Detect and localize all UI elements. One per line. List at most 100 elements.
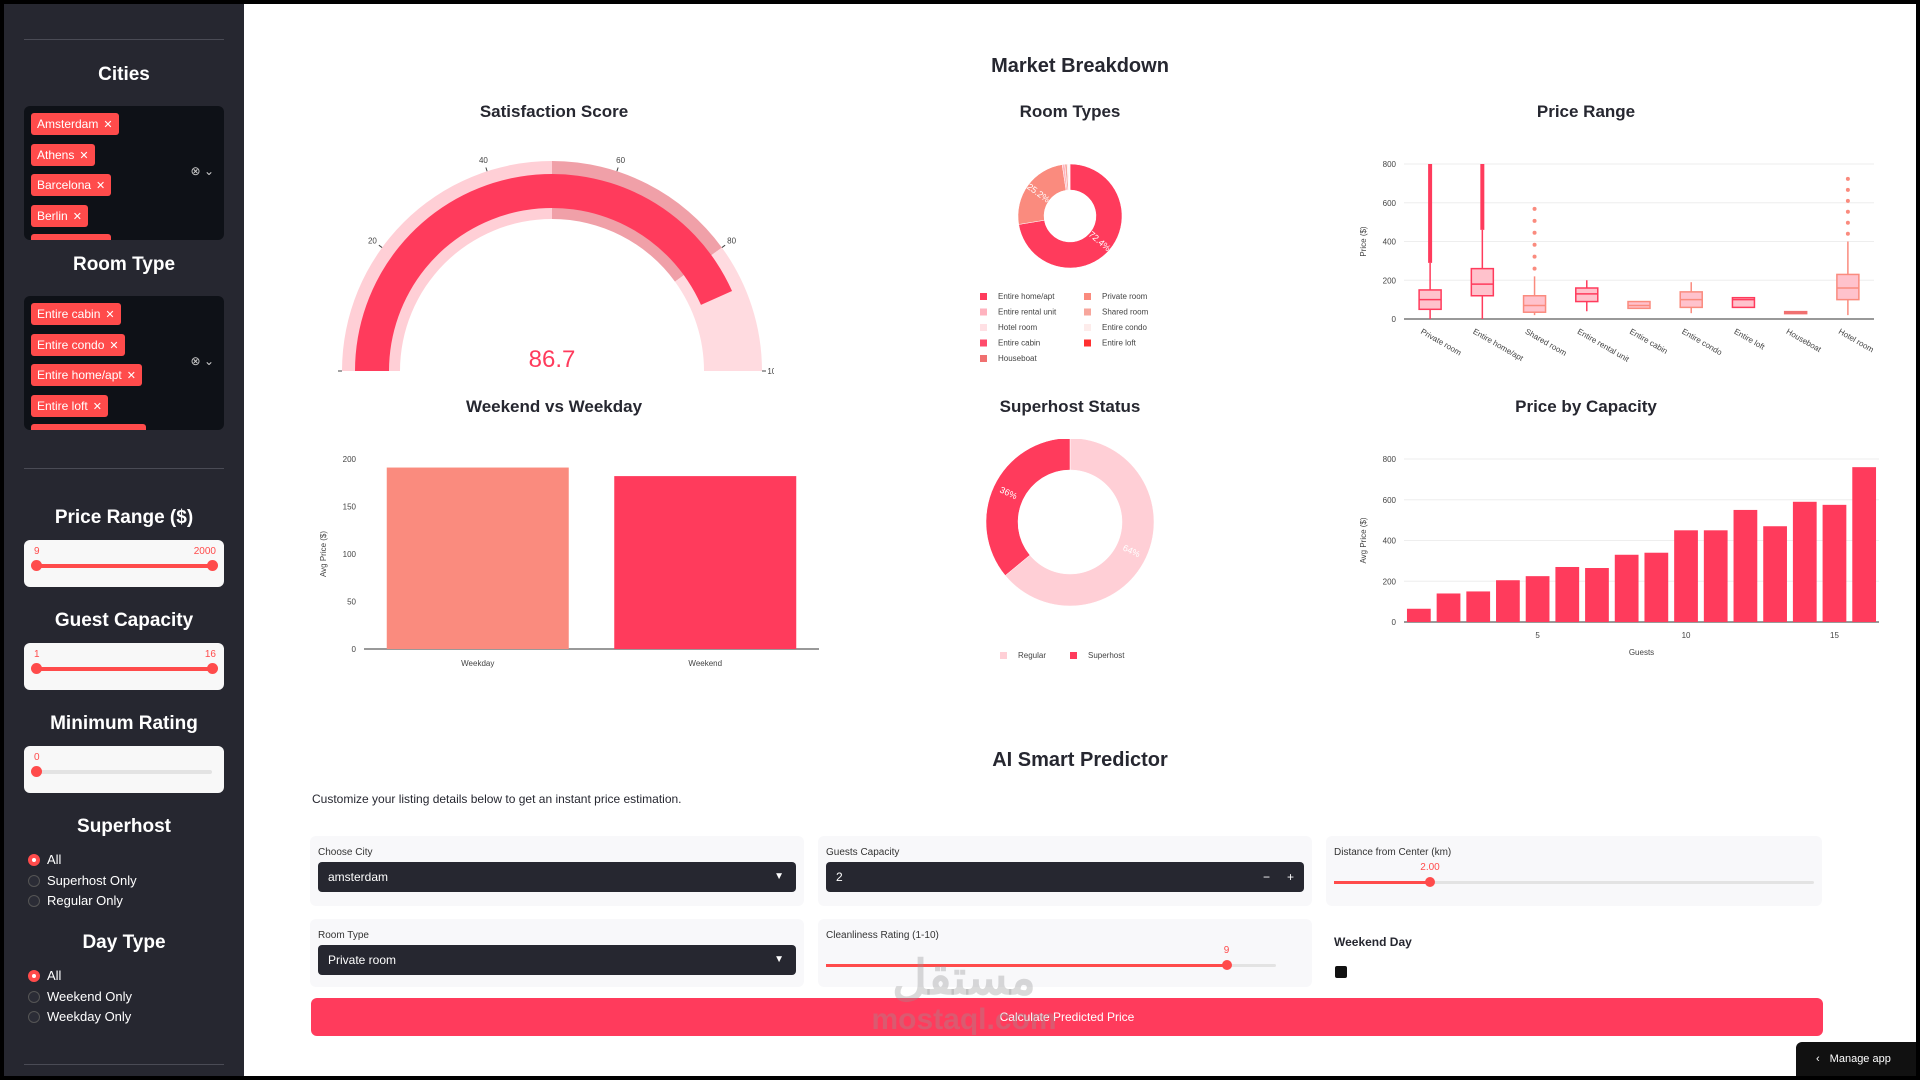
bar	[1496, 580, 1520, 622]
cities-multiselect[interactable]: Amsterdam ✕ Athens ✕ Barcelona ✕ Berlin ✕ ⊗ …	[24, 106, 224, 240]
slider-handle[interactable]	[31, 560, 42, 571]
radio-icon[interactable]	[28, 991, 40, 1003]
legend-label: Private room	[1102, 292, 1148, 301]
slider-handle[interactable]	[31, 766, 42, 777]
gauge-tick	[616, 167, 619, 172]
chart-title: Price by Capacity	[1515, 397, 1657, 416]
radio-selected-icon[interactable]	[28, 970, 40, 982]
room-chip[interactable]: Entire condo ✕	[31, 334, 125, 356]
remove-icon[interactable]: ✕	[126, 370, 136, 382]
city-chip[interactable]: Berlin ✕	[31, 205, 88, 227]
slider-handle[interactable]	[207, 663, 218, 674]
chart-title: Weekend vs Weekday	[465, 397, 643, 416]
legend-swatch	[980, 308, 987, 316]
city-chip[interactable]: Amsterdam ✕	[31, 113, 119, 135]
radio-weekday-only[interactable]: Weekday Only	[28, 1009, 131, 1025]
remove-icon[interactable]: ✕	[105, 309, 115, 321]
legend-swatch	[980, 324, 987, 331]
slider-track[interactable]	[31, 766, 212, 777]
chart-title: Price Range	[1536, 102, 1636, 121]
minus-icon[interactable]: −	[1262, 870, 1270, 884]
day-type-title: Day Type	[82, 932, 166, 953]
chevron-down-icon[interactable]: ⌄	[203, 354, 214, 368]
y-tick-label: 400	[1383, 537, 1397, 546]
radio-label: Weekend Only	[47, 989, 133, 1004]
box-outlier	[1845, 198, 1850, 203]
chevron-down-icon[interactable]: ⌄	[203, 164, 214, 178]
weekend-weekday-bar-chart: 0 50 100 150 200 Avg Price ($) Weekday Weekend	[319, 455, 819, 668]
cleanliness-slider[interactable]	[826, 960, 1276, 970]
guest-capacity-slider[interactable]: 1 16	[24, 643, 224, 690]
city-chip[interactable]: Athens ✕	[31, 144, 95, 166]
bar	[1614, 554, 1639, 622]
manage-app-button[interactable]: ‹ Manage app	[1796, 1042, 1916, 1076]
radio-label: Weekday Only	[47, 1009, 132, 1024]
distance-value: 2.00	[1420, 862, 1440, 873]
legend-swatch	[980, 355, 987, 362]
radio-day-all[interactable]: All	[28, 968, 61, 984]
remove-icon[interactable]: ✕	[79, 150, 89, 162]
radio-superhost-only[interactable]: Superhost Only	[28, 873, 137, 889]
price-range-box-chart: 0 200 400 600 800 Price ($) Private room Entire…	[1359, 160, 1876, 364]
multiselect-controls[interactable]: ⊗ ⌄	[191, 354, 214, 368]
slider-handle[interactable]	[31, 663, 42, 674]
clear-icon[interactable]: ⊗	[190, 164, 201, 178]
clear-icon[interactable]: ⊗	[190, 354, 201, 368]
distance-card: Distance from Center (km) 2.00	[1326, 836, 1822, 906]
box-outlier	[1845, 176, 1850, 181]
y-tick-label: 0	[352, 645, 357, 654]
remove-icon[interactable]: ✕	[92, 401, 102, 413]
minimum-rating-slider[interactable]: 0	[24, 746, 224, 793]
radio-icon[interactable]	[28, 875, 40, 887]
room-chip[interactable]: Entire cabin ✕	[31, 303, 121, 325]
slider-handle[interactable]	[207, 560, 218, 571]
radio-icon[interactable]	[28, 895, 40, 907]
multiselect-controls[interactable]: ⊗ ⌄	[191, 164, 214, 178]
cleanliness-label: Cleanliness Rating (1-10)	[826, 930, 939, 941]
slider-max-label: 16	[204, 649, 216, 660]
legend-swatch	[980, 339, 987, 347]
radio-regular-only[interactable]: Regular Only	[28, 893, 123, 909]
chip-label: Amsterdam	[37, 117, 99, 131]
slider-handle[interactable]	[1425, 877, 1435, 887]
weekend-day-checkbox[interactable]	[1335, 966, 1347, 978]
remove-icon[interactable]: ✕	[103, 119, 113, 131]
radio-weekend-only[interactable]: Weekend Only	[28, 989, 132, 1005]
guests-number-input[interactable]: 2 − +	[826, 862, 1304, 892]
radio-label: All	[47, 852, 62, 867]
box-iqr	[1731, 296, 1756, 309]
distance-slider[interactable]	[1334, 877, 1814, 887]
remove-icon[interactable]: ✕	[72, 211, 82, 223]
calculate-price-button[interactable]: Calculate Predicted Price	[311, 998, 1823, 1036]
legend-label: Regular	[1018, 651, 1046, 660]
room-types-pie-chart: 72.4%25.2%Entire home/apt Private roomEnt…	[980, 163, 1149, 363]
room-type-multiselect[interactable]: Entire cabin ✕ Entire condo ✕ Entire home/…	[24, 296, 224, 430]
slider-handle[interactable]	[1221, 960, 1232, 970]
slider-track[interactable]	[31, 663, 218, 674]
chart-title: Superhost Status	[999, 397, 1141, 416]
chevron-left-icon: ‹	[1816, 1053, 1820, 1065]
radio-superhost-all[interactable]: All	[28, 852, 61, 868]
room-chip[interactable]: Entire home/apt ✕	[31, 364, 142, 386]
radio-selected-icon[interactable]	[28, 854, 40, 866]
legend-swatch	[1070, 652, 1077, 659]
remove-icon[interactable]: ✕	[109, 340, 119, 352]
price-range-slider[interactable]: 9 2000	[24, 540, 224, 587]
room-chip[interactable]: Entire loft ✕	[31, 395, 108, 417]
plus-icon[interactable]: +	[1286, 870, 1294, 884]
x-tick-label: Hotel room	[1837, 327, 1876, 355]
bar	[1763, 526, 1787, 622]
y-axis-label: Avg Price ($)	[1359, 517, 1368, 563]
city-chip[interactable]: Barcelona ✕	[31, 174, 112, 196]
legend-swatch	[980, 293, 987, 300]
slider-track[interactable]	[31, 560, 218, 571]
pie-slice	[985, 439, 1071, 576]
remove-icon[interactable]: ✕	[96, 180, 106, 192]
radio-icon[interactable]	[28, 1011, 40, 1023]
room-value: Private room	[328, 953, 397, 967]
city-select[interactable]: amsterdam ▼	[318, 862, 796, 892]
room-type-select[interactable]: Private room ▼	[318, 945, 796, 975]
bar	[1822, 504, 1847, 622]
legend-swatch	[1000, 652, 1007, 659]
y-axis-label: Avg Price ($)	[319, 531, 328, 577]
